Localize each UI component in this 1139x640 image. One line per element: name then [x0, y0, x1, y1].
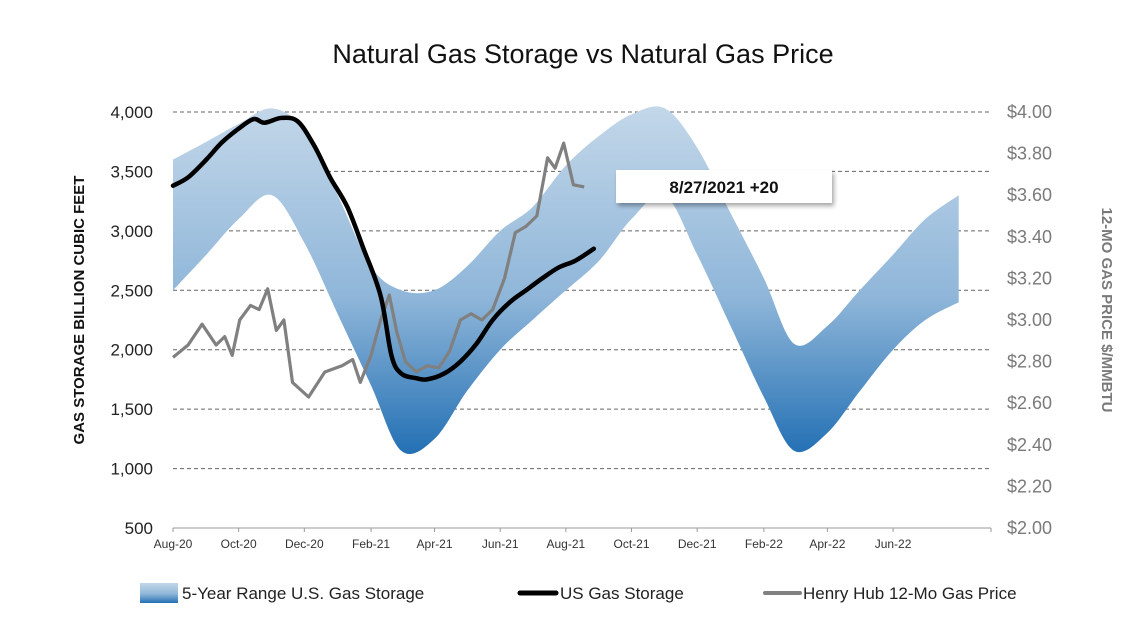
legend-label-price: Henry Hub 12-Mo Gas Price [803, 584, 1017, 603]
y-axis-right-label: 12-MO GAS PRICE $/MMBTU [1098, 207, 1115, 412]
x-tick-label: Jun-22 [875, 537, 912, 551]
chart-title: Natural Gas Storage vs Natural Gas Price [332, 39, 833, 69]
y-right-tick-label: $3.60 [1007, 185, 1052, 205]
legend-label-storage: US Gas Storage [560, 584, 684, 603]
x-tick-label: Aug-20 [154, 537, 193, 551]
y-right-tick-label: $2.80 [1007, 352, 1052, 372]
y-left-tick-label: 3,500 [110, 162, 153, 181]
x-tick-label: Oct-20 [221, 537, 257, 551]
y-left-tick-label: 1,500 [110, 400, 153, 419]
range-band-5yr [173, 106, 959, 455]
x-tick-label: Feb-22 [745, 537, 783, 551]
legend-swatch-range [140, 583, 178, 603]
series-lines-group [170, 115, 597, 399]
axes-group: 500 1,000 1,500 2,000 2,500 3,000 3,500 4,000 $2… [110, 102, 1052, 551]
x-tick-label: Apr-22 [809, 537, 845, 551]
y-left-tick-label: 1,000 [110, 460, 153, 479]
annotation-callout: 8/27/2021 +20 [616, 170, 832, 203]
series-line-us-gas-storage [170, 115, 597, 382]
annotation-box [616, 170, 832, 203]
legend-label-range: 5-Year Range U.S. Gas Storage [182, 584, 424, 603]
x-tick-label: Aug-21 [547, 537, 586, 551]
y-right-tick-label: $2.00 [1007, 518, 1052, 538]
y-right-tick-label: $3.00 [1007, 310, 1052, 330]
y-left-tick-label: 2,500 [110, 281, 153, 300]
annotation-text: 8/27/2021 +20 [669, 178, 778, 197]
x-tick-label: Oct-21 [614, 537, 650, 551]
legend: 5-Year Range U.S. Gas Storage US Gas Sto… [140, 583, 1017, 603]
y-right-tick-label: $3.40 [1007, 227, 1052, 247]
y-left-tick-label: 3,000 [110, 222, 153, 241]
x-tick-label: Dec-21 [678, 537, 717, 551]
x-tick-label: Apr-21 [417, 537, 453, 551]
y-left-tick-label: 500 [125, 519, 153, 538]
x-tick-label: Jun-21 [482, 537, 519, 551]
x-tick-label: Feb-21 [352, 537, 390, 551]
y-right-tick-label: $2.40 [1007, 435, 1052, 455]
y-right-tick-label: $2.60 [1007, 393, 1052, 413]
y-left-tick-label: 2,000 [110, 341, 153, 360]
y-right-tick-label: $3.80 [1007, 144, 1052, 164]
y-right-tick-label: $2.20 [1007, 476, 1052, 496]
x-tick-label: Dec-20 [285, 537, 324, 551]
range-band-group [173, 106, 959, 455]
y-axis-left-label: GAS STORAGE BILLION CUBIC FEET [71, 176, 88, 445]
y-right-tick-label: $4.00 [1007, 102, 1052, 122]
y-left-tick-label: 4,000 [110, 103, 153, 122]
y-right-tick-label: $3.20 [1007, 268, 1052, 288]
